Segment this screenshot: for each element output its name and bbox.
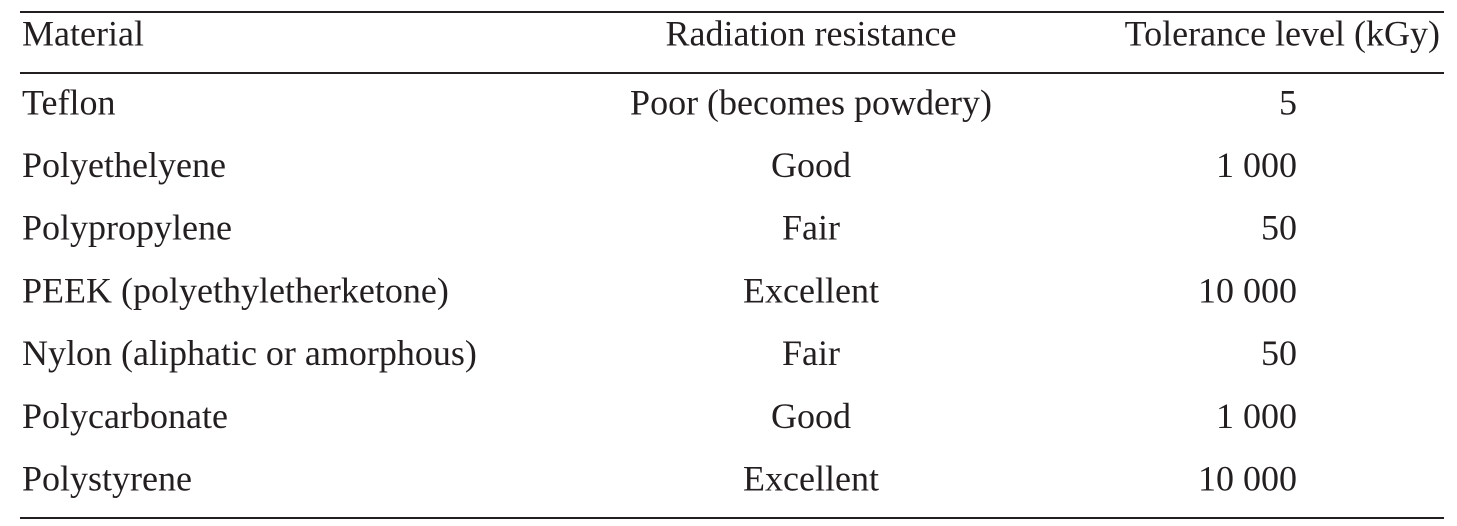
- tolerance-cell: 50: [1261, 208, 1297, 248]
- material-cell: Polystyrene: [22, 458, 192, 498]
- material-cell: Polyethelyene: [22, 145, 226, 185]
- tolerance-cell: 10 000: [1198, 270, 1297, 310]
- material-cell: PEEK (polyethyletherketone): [22, 270, 449, 310]
- tolerance-cell: 50: [1261, 333, 1297, 373]
- tolerance-cell: 1 000: [1216, 396, 1297, 436]
- tolerance-cell: 1 000: [1216, 145, 1297, 185]
- column-header: Tolerance level (kGy): [1125, 13, 1440, 53]
- resistance-cell: Fair: [782, 333, 840, 373]
- resistance-cell: Excellent: [743, 458, 879, 498]
- material-cell: Nylon (aliphatic or amorphous): [22, 333, 477, 373]
- resistance-cell: Poor (becomes powdery): [630, 82, 992, 122]
- material-cell: Polypropylene: [22, 208, 232, 248]
- material-cell: Teflon: [22, 82, 115, 122]
- material-cell: Polycarbonate: [22, 396, 228, 436]
- column-header: Radiation resistance: [666, 13, 957, 53]
- tolerance-cell: 10 000: [1198, 458, 1297, 498]
- tolerance-cell: 5: [1279, 82, 1297, 122]
- resistance-cell: Good: [771, 396, 851, 436]
- column-header: Material: [22, 13, 144, 53]
- resistance-cell: Fair: [782, 208, 840, 248]
- resistance-cell: Good: [771, 145, 851, 185]
- resistance-cell: Excellent: [743, 270, 879, 310]
